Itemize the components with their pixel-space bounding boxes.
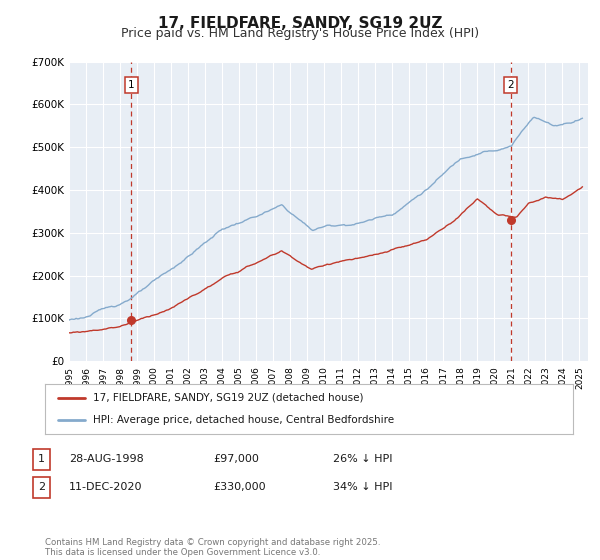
Text: Price paid vs. HM Land Registry's House Price Index (HPI): Price paid vs. HM Land Registry's House … (121, 27, 479, 40)
Text: 1: 1 (128, 80, 134, 90)
Text: 1: 1 (38, 454, 45, 464)
Text: 26% ↓ HPI: 26% ↓ HPI (333, 454, 392, 464)
Text: 11-DEC-2020: 11-DEC-2020 (69, 482, 143, 492)
Text: 34% ↓ HPI: 34% ↓ HPI (333, 482, 392, 492)
Text: 2: 2 (507, 80, 514, 90)
Text: £330,000: £330,000 (213, 482, 266, 492)
Text: Contains HM Land Registry data © Crown copyright and database right 2025.
This d: Contains HM Land Registry data © Crown c… (45, 538, 380, 557)
Text: HPI: Average price, detached house, Central Bedfordshire: HPI: Average price, detached house, Cent… (92, 415, 394, 425)
Text: 28-AUG-1998: 28-AUG-1998 (69, 454, 144, 464)
Text: 2: 2 (38, 482, 45, 492)
Text: 17, FIELDFARE, SANDY, SG19 2UZ (detached house): 17, FIELDFARE, SANDY, SG19 2UZ (detached… (92, 393, 363, 403)
Text: £97,000: £97,000 (213, 454, 259, 464)
Text: 17, FIELDFARE, SANDY, SG19 2UZ: 17, FIELDFARE, SANDY, SG19 2UZ (158, 16, 442, 31)
